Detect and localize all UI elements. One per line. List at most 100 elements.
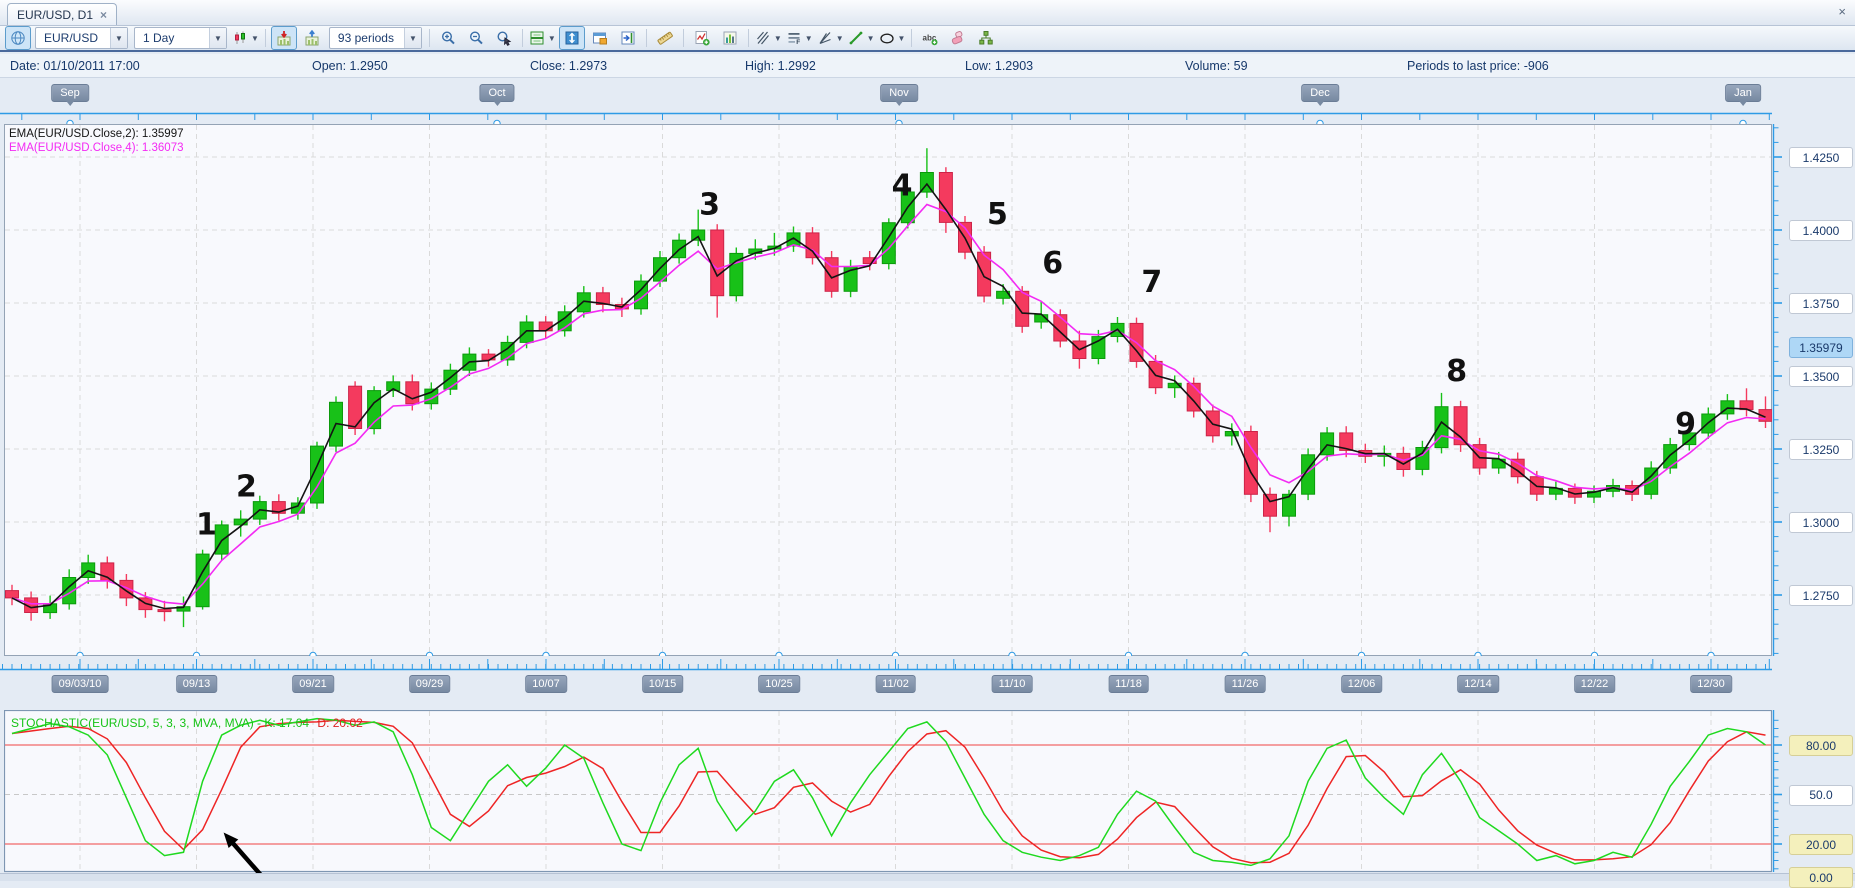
pitchfork-tool-button[interactable]: ▼: [754, 26, 783, 50]
chevron-down-icon[interactable]: ▼: [110, 28, 127, 48]
svg-text:2: 2: [236, 470, 257, 505]
insert-symbol-above-button[interactable]: [299, 26, 325, 50]
globe-button[interactable]: [5, 26, 31, 50]
price-axis-label: 1.3500: [1789, 366, 1853, 387]
go-to-last-icon: [621, 31, 635, 45]
angle-lines-tool-button[interactable]: ▼: [816, 26, 845, 50]
svg-text:F: F: [796, 39, 800, 46]
chart-style-candles-button[interactable]: ▼: [231, 26, 260, 50]
date-badge: 11/26: [1224, 675, 1266, 693]
chevron-down-icon[interactable]: ▼: [403, 28, 421, 48]
split-panels-button[interactable]: ▼: [528, 26, 557, 50]
split-panels-icon: [530, 31, 544, 45]
stochastic-ruler[interactable]: [1772, 710, 1789, 872]
chevron-down-icon[interactable]: ▼: [251, 33, 259, 43]
price-ruler[interactable]: [1772, 124, 1789, 656]
trend-line-tool-icon: [849, 31, 863, 45]
toolbar-separator: [428, 29, 430, 47]
timeframe-select[interactable]: 1 Day ▼: [134, 27, 227, 49]
svg-text:5: 5: [987, 197, 1008, 232]
text-tool-button[interactable]: abc: [917, 26, 943, 50]
indicator-list-button[interactable]: [717, 26, 743, 50]
new-panel-button[interactable]: [587, 26, 613, 50]
fit-vertical-scale-icon: [565, 31, 579, 45]
chevron-down-icon[interactable]: ▼: [835, 33, 844, 43]
ema4-legend-label: EMA(EUR/USD.Close,4): 1.36073: [9, 142, 184, 154]
stochastic-chart[interactable]: [4, 710, 1772, 880]
new-panel-icon: [592, 32, 607, 45]
top-time-ruler[interactable]: [0, 111, 1776, 129]
go-to-last-button[interactable]: [615, 26, 641, 50]
fibonacci-tool-button[interactable]: F ▼: [785, 26, 814, 50]
last-price-label: 1.35979: [1789, 337, 1853, 359]
zoom-in-button[interactable]: [435, 26, 461, 50]
tab-eurusd-d1[interactable]: EUR/USD, D1 ×: [7, 3, 118, 25]
periods-select[interactable]: 93 periods ▼: [328, 27, 422, 49]
date-badge: 09/21: [292, 675, 334, 693]
date-badge: 11/02: [875, 675, 916, 693]
price-axis-label: 1.2750: [1789, 585, 1853, 606]
tab-title: EUR/USD, D1: [17, 7, 94, 22]
tab-bar: EUR/USD, D1 × ×: [0, 0, 1855, 26]
chevron-down-icon[interactable]: ▼: [209, 28, 226, 48]
stochastic-legend: STOCHASTIC(EUR/USD, 5, 3, 3, MVA, MVA) -…: [11, 716, 363, 730]
month-badge-oct: Oct: [479, 84, 515, 106]
zoom-select-icon: [497, 31, 512, 46]
price-axis-label: 1.3250: [1789, 439, 1853, 460]
price-axis-label: 1.4250: [1789, 147, 1853, 168]
ellipse-tool-button[interactable]: ▼: [878, 26, 907, 50]
insert-symbol-below-button[interactable]: [270, 26, 297, 50]
svg-text:abc: abc: [923, 34, 937, 43]
date-badge: 09/13: [175, 675, 218, 693]
chevron-down-icon[interactable]: ▼: [897, 33, 906, 43]
eraser-tool-button[interactable]: [945, 26, 971, 50]
add-indicator-button[interactable]: [689, 26, 715, 50]
chevron-down-icon[interactable]: ▼: [773, 33, 782, 43]
date-badge: 09/29: [408, 675, 451, 693]
zoom-out-button[interactable]: [463, 26, 489, 50]
price-axis-label: 1.3000: [1789, 512, 1853, 533]
toolbar: EUR/USD ▼ 1 Day ▼ ▼ 93 periods ▼ ▼ ▼ F ▼ ▼ ▼ ▼ abc: [0, 26, 1855, 52]
ema-legend: EMA(EUR/USD.Close,2): 1.35997 EMA(EUR/US…: [9, 127, 183, 155]
info-periods-to-last: Periods to last price: -906: [1407, 58, 1549, 73]
date-badge: 12/14: [1457, 675, 1499, 693]
chevron-down-icon[interactable]: ▼: [866, 33, 875, 43]
month-badge-dec: Dec: [1301, 84, 1339, 106]
insert-symbol-above-icon: [305, 30, 319, 46]
object-tree-button[interactable]: [973, 26, 999, 50]
fit-vertical-scale-button[interactable]: [558, 26, 585, 50]
date-badge: 12/06: [1340, 675, 1383, 693]
symbol-select[interactable]: EUR/USD ▼: [35, 27, 128, 49]
chevron-down-icon[interactable]: ▼: [804, 33, 813, 43]
info-high: High: 1.2992: [745, 58, 816, 73]
zoom-select-button[interactable]: [491, 26, 517, 50]
toolbar-separator: [521, 29, 523, 47]
date-badge: 12/22: [1573, 675, 1616, 693]
arrow-annotation: [223, 832, 264, 878]
date-badge: 11/10: [991, 675, 1033, 693]
date-badge: 10/07: [525, 675, 567, 693]
symbol-select-value: EUR/USD: [44, 31, 99, 45]
bottom-scroll-strip[interactable]: [0, 873, 1855, 881]
month-badge-jan: Jan: [1725, 84, 1761, 106]
tab-close-icon[interactable]: ×: [100, 7, 108, 22]
globe-icon: [11, 31, 25, 45]
info-bar: Date: 01/10/2011 17:00 Open: 1.2950 Clos…: [0, 54, 1855, 78]
timeframe-select-value: 1 Day: [143, 31, 175, 45]
angle-lines-tool-icon: [819, 32, 831, 45]
eraser-tool-icon: [952, 31, 963, 45]
info-open: Open: 1.2950: [312, 58, 388, 73]
chevron-down-icon[interactable]: ▼: [547, 33, 556, 43]
periods-select-value: 93 periods: [337, 31, 394, 45]
ruler-button[interactable]: [652, 26, 678, 50]
svg-text:4: 4: [892, 169, 913, 204]
date-ruler[interactable]: [0, 656, 1776, 673]
fibonacci-tool-icon: F: [788, 33, 800, 46]
chart-style-candles-icon: [235, 31, 245, 44]
trend-line-tool-button[interactable]: ▼: [847, 26, 876, 50]
ellipse-tool-icon: [879, 33, 894, 44]
indicator-list-icon: [723, 31, 737, 45]
window-close-icon[interactable]: ×: [1838, 4, 1846, 19]
